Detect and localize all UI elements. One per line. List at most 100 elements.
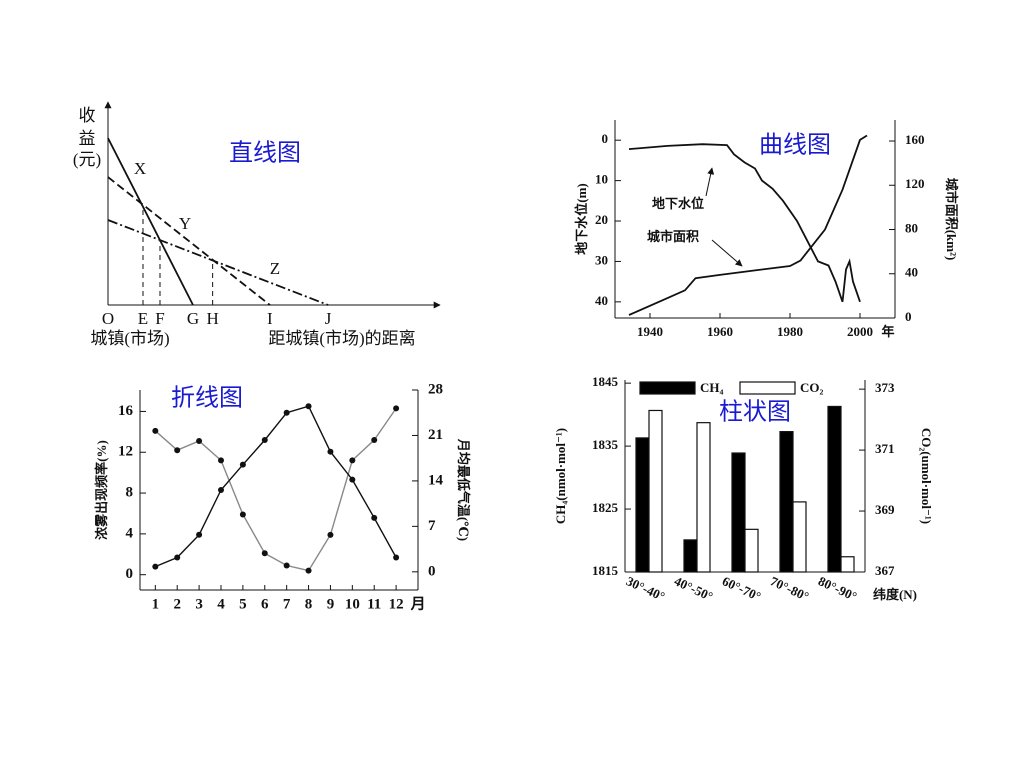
x-tick-label: 1 <box>152 596 160 612</box>
y2-tick-label: 371 <box>875 441 895 456</box>
y2-tick-label: 369 <box>875 502 895 517</box>
y-tick-label: 20 <box>595 212 608 227</box>
point <box>239 461 246 468</box>
y2-tick-label: 80 <box>905 220 918 235</box>
y2-axis-label: 城市面积(km²) <box>944 178 959 261</box>
origin-label: 城镇(市场) <box>90 329 169 348</box>
y-tick-label: 1825 <box>592 500 619 515</box>
y-tick-label: 16 <box>118 403 134 419</box>
point <box>349 476 356 483</box>
bar <box>779 431 794 573</box>
x-tick-label: 80°-90° <box>816 573 859 604</box>
x-unit: 月 <box>410 595 426 612</box>
y2-tick-label: 14 <box>428 472 444 488</box>
y2-tick-label: 28 <box>428 381 443 397</box>
series-line <box>107 137 194 306</box>
y-axis-label: 地下水位(m) <box>574 183 589 255</box>
point <box>217 487 224 493</box>
y-axis-label: (元) <box>73 150 101 169</box>
point <box>152 427 159 434</box>
y-tick-label: 4 <box>126 525 134 541</box>
y2-axis-label: CO₂(umol·mol⁻¹) <box>919 428 934 524</box>
bar <box>792 501 807 573</box>
series-line <box>628 143 861 303</box>
y2-tick-label: 0 <box>905 309 912 324</box>
x-tick-label: E <box>138 309 148 328</box>
point <box>217 457 224 464</box>
y-tick-label: 30 <box>595 252 608 267</box>
y2-tick-label: 160 <box>905 132 925 147</box>
x-tick-label: 11 <box>367 596 381 612</box>
x-tick-label: J <box>325 309 332 328</box>
x-tick-label: O <box>102 309 114 328</box>
x-tick-label: 30°-40° <box>624 573 667 604</box>
point <box>283 409 290 416</box>
y2-tick-label: 373 <box>875 380 895 395</box>
point <box>261 550 268 557</box>
series-line <box>107 176 271 306</box>
point <box>305 403 312 410</box>
bar <box>731 452 746 573</box>
series-line <box>154 408 397 572</box>
series-label: X <box>134 159 146 178</box>
y-tick-label: 0 <box>126 566 134 582</box>
bar <box>648 409 663 573</box>
x-tick-label: G <box>187 309 199 328</box>
bar <box>827 405 842 573</box>
y-tick-label: 1815 <box>592 563 619 578</box>
point <box>327 531 334 538</box>
x-tick-label: 1960 <box>707 324 733 339</box>
point <box>327 448 334 455</box>
bar <box>683 539 698 573</box>
bar <box>840 556 855 573</box>
x-tick-label: 8 <box>305 596 313 612</box>
pointer-arrow <box>705 167 715 197</box>
x-tick-label: 2000 <box>847 324 873 339</box>
point <box>239 511 246 518</box>
y-tick-label: 8 <box>126 484 134 500</box>
point <box>174 447 181 454</box>
x-tick-label: 40°-50° <box>672 573 715 604</box>
y2-axis-label: 月均最低气温(℃) <box>456 438 471 541</box>
series-label: 城市面积 <box>647 229 699 244</box>
legend-label: CO₂ <box>800 380 824 395</box>
point <box>152 563 159 570</box>
x-tick-label: 7 <box>283 596 291 612</box>
series-line <box>628 134 868 316</box>
x-tick-label: I <box>267 309 273 328</box>
point <box>305 567 312 574</box>
series-line <box>107 219 329 306</box>
x-tick-label: F <box>155 309 164 328</box>
x-tick-label: 70°-80° <box>768 573 811 604</box>
point <box>371 437 378 443</box>
y-tick-label: 0 <box>602 131 609 146</box>
x-axis-label: 距城镇(市场)的距离 <box>268 329 415 348</box>
bar <box>635 437 650 573</box>
y-axis-label: 收 <box>79 106 96 125</box>
series-label: Y <box>179 214 191 233</box>
bar <box>696 422 711 573</box>
chart-title: 直线图 <box>229 140 301 167</box>
x-tick-label: 1940 <box>637 324 663 339</box>
series-line <box>155 405 397 568</box>
y2-tick-label: 40 <box>905 265 918 280</box>
point <box>371 514 378 521</box>
x-tick-label: 4 <box>217 596 225 612</box>
chart-title: 曲线图 <box>759 132 831 159</box>
y2-tick-label: 21 <box>428 427 443 443</box>
point <box>174 554 181 561</box>
y2-tick-label: 120 <box>905 176 925 191</box>
x-unit: 年 <box>881 324 894 339</box>
y-axis-label: 益 <box>79 129 96 148</box>
y-axis-label: CH₄(nmol·mol⁻¹) <box>553 428 568 524</box>
y-tick-label: 12 <box>118 444 133 460</box>
chart-title: 柱状图 <box>719 399 791 426</box>
point <box>196 438 203 445</box>
x-tick-label: 3 <box>195 596 203 612</box>
chart-title: 折线图 <box>171 385 243 412</box>
y-tick-label: 40 <box>595 293 608 308</box>
legend-swatch <box>639 381 696 395</box>
point <box>261 437 268 443</box>
